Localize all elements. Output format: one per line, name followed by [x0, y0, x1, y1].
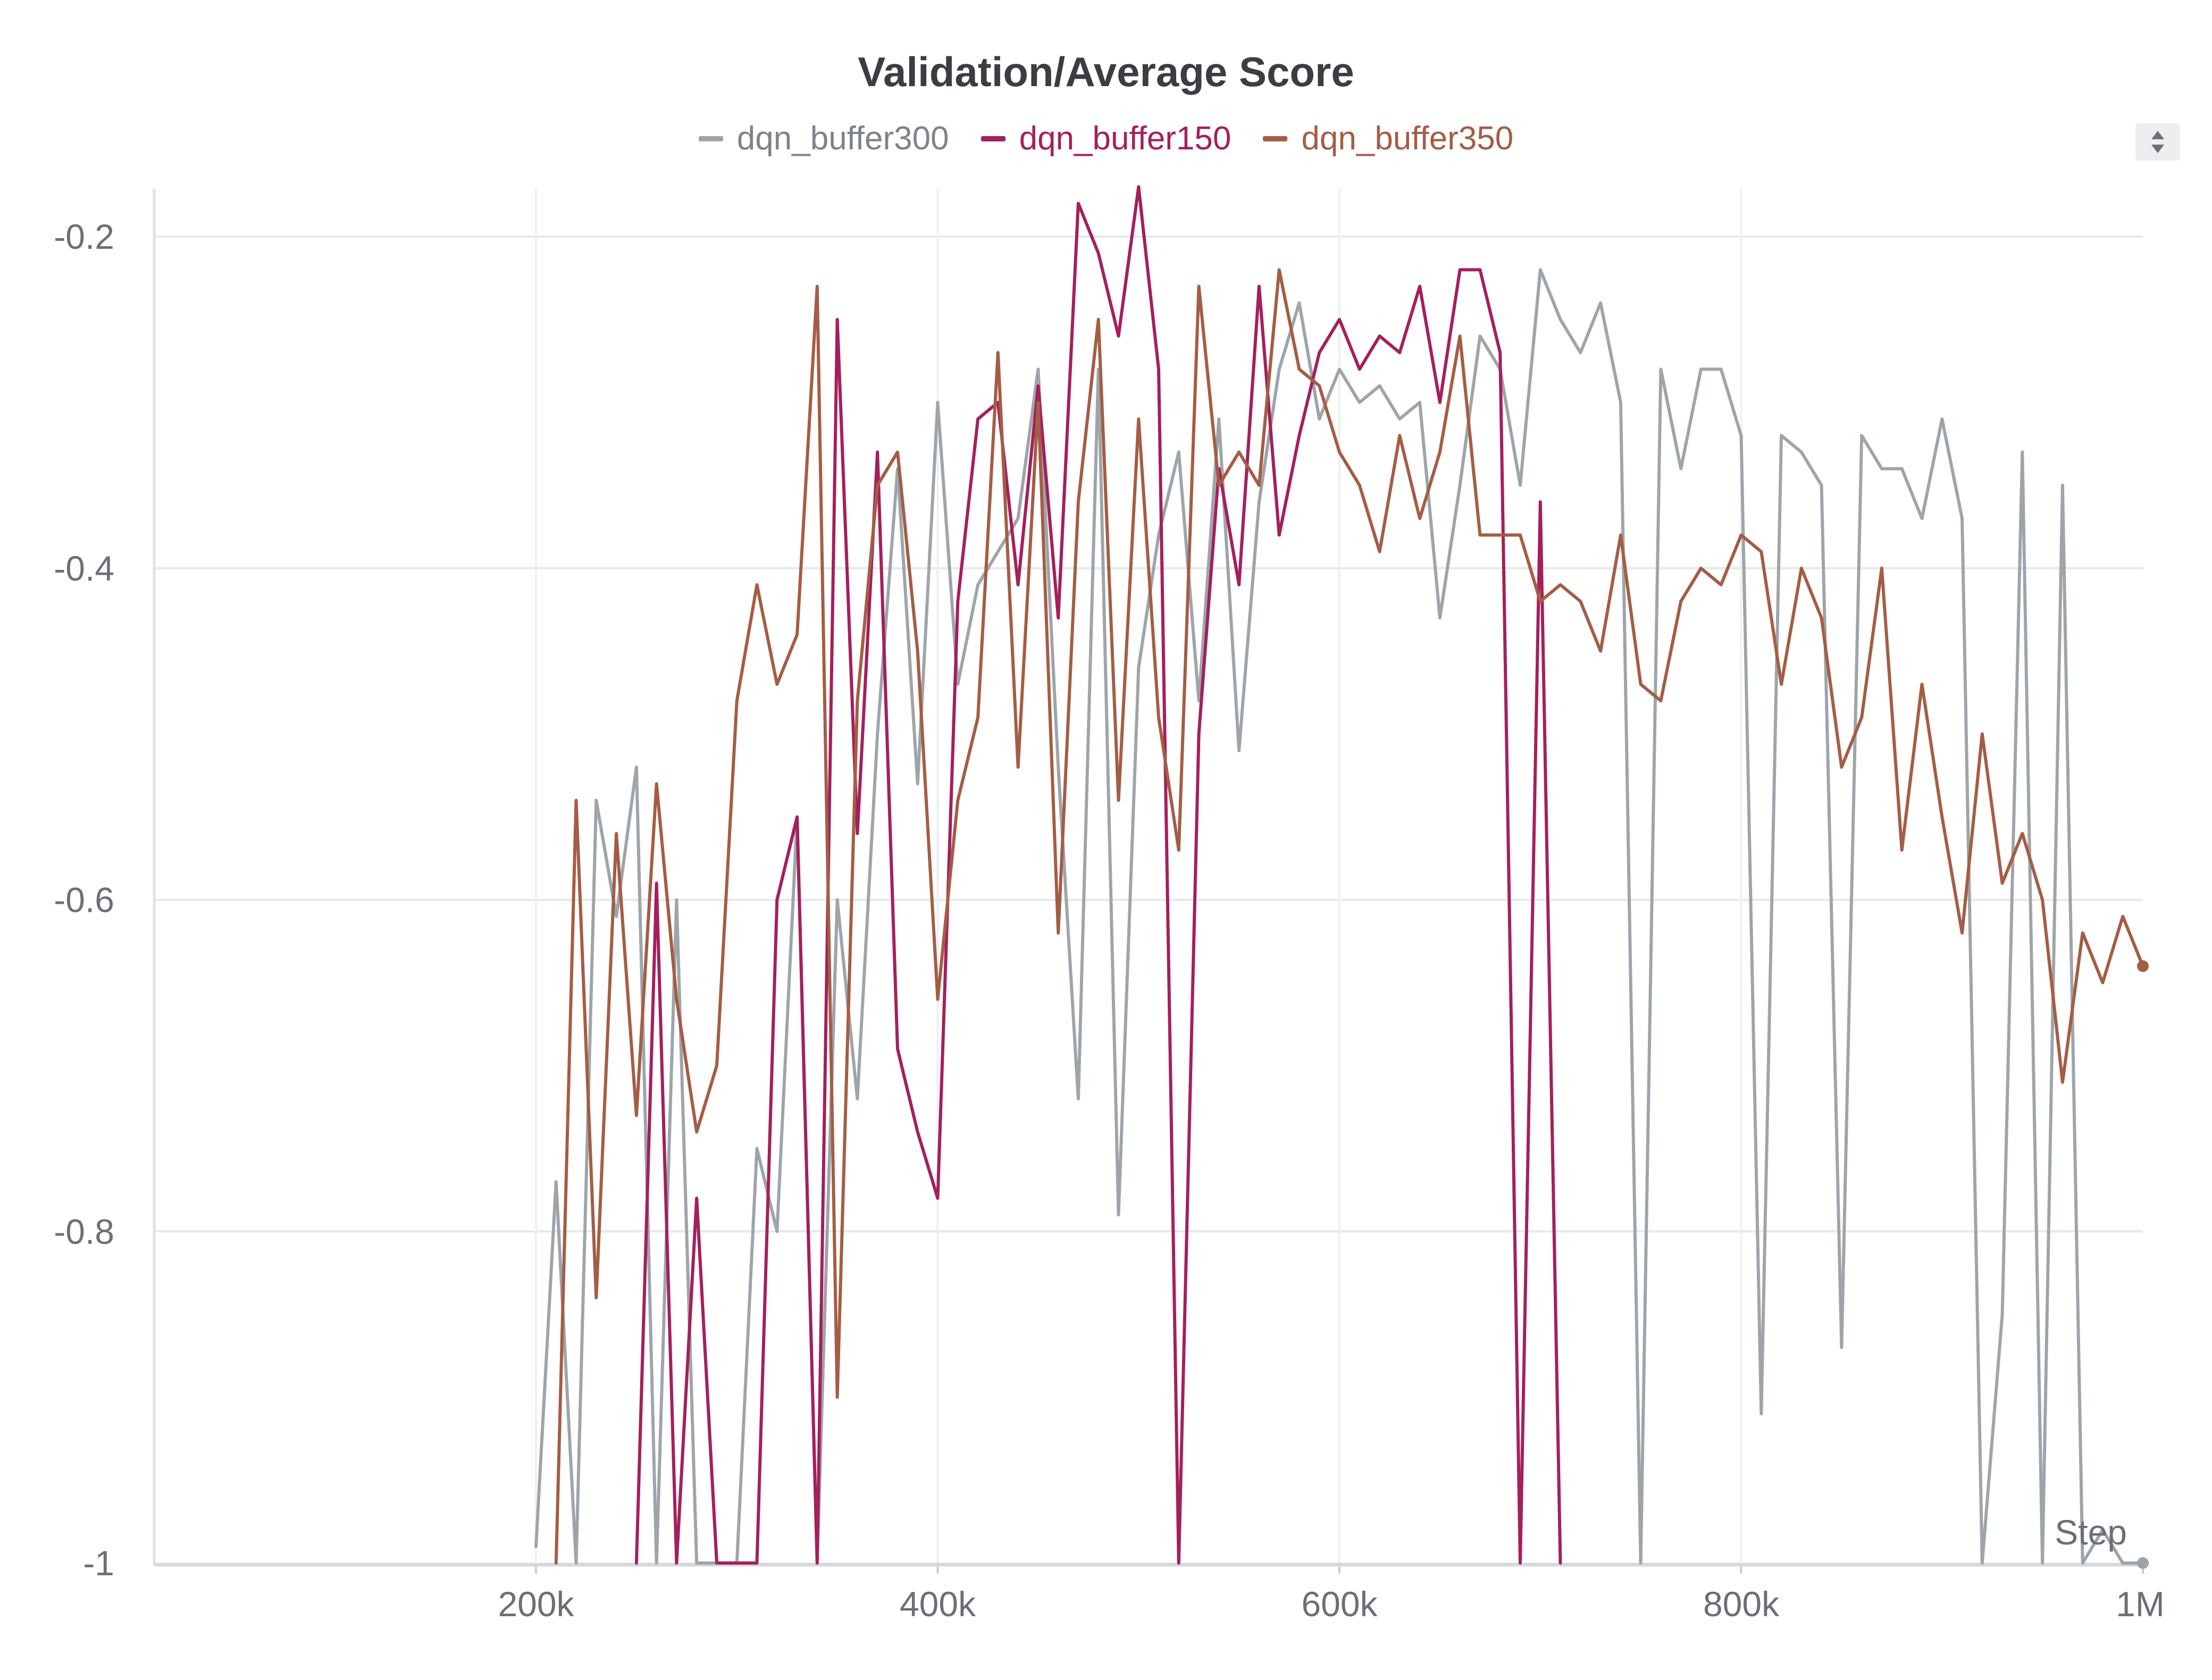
y-tick-label: -1 [83, 1543, 114, 1583]
series-line-dqn-buffer150[interactable] [634, 185, 1562, 1565]
legend-label-dqn-buffer150: dqn_buffer150 [1019, 120, 1231, 157]
x-tick-label: 400k [900, 1584, 976, 1624]
legend-label-dqn-buffer350: dqn_buffer350 [1301, 120, 1514, 157]
legend-item-dqn-buffer300[interactable]: dqn_buffer300 [698, 120, 949, 157]
x-tick-label: 800k [1703, 1584, 1780, 1624]
series-lines [534, 185, 2149, 1569]
legend-scroll-button[interactable] [2135, 123, 2180, 161]
legend-swatch-dqn-buffer150 [981, 136, 1006, 141]
series-line-dqn-buffer350[interactable] [554, 268, 2144, 1565]
legend-item-dqn-buffer150[interactable]: dqn_buffer150 [981, 120, 1231, 157]
legend-swatch-dqn-buffer300 [698, 136, 723, 141]
y-tick-label: -0.8 [54, 1212, 114, 1251]
grid-lines [154, 189, 2143, 1563]
y-tick-label: -0.4 [54, 549, 114, 588]
legend-swatch-dqn-buffer350 [1263, 136, 1288, 141]
x-axis-label: Step [2055, 1513, 2127, 1552]
x-tick-label: 600k [1301, 1584, 1378, 1624]
series-end-point [2137, 960, 2149, 972]
chart-title: Validation/Average Score [858, 48, 1354, 95]
x-tick-label: 1M [2116, 1584, 2165, 1624]
y-tick-label: -0.2 [54, 217, 114, 256]
legend-label-dqn-buffer300: dqn_buffer300 [736, 120, 949, 157]
axes [153, 189, 2144, 1574]
series-end-point [2137, 1557, 2149, 1569]
tick-labels: -0.2 -0.4 -0.6 -0.8 -1 200k 400k 600k 800k 1M Step [54, 217, 2165, 1624]
legend-item-dqn-buffer350[interactable]: dqn_buffer350 [1263, 120, 1513, 157]
x-tick-label: 200k [498, 1584, 574, 1624]
y-tick-label: -0.6 [54, 880, 114, 920]
sort-arrows-icon [2151, 131, 2164, 153]
legend: dqn_buffer300 dqn_buffer150 dqn_buffer35… [0, 120, 2212, 157]
